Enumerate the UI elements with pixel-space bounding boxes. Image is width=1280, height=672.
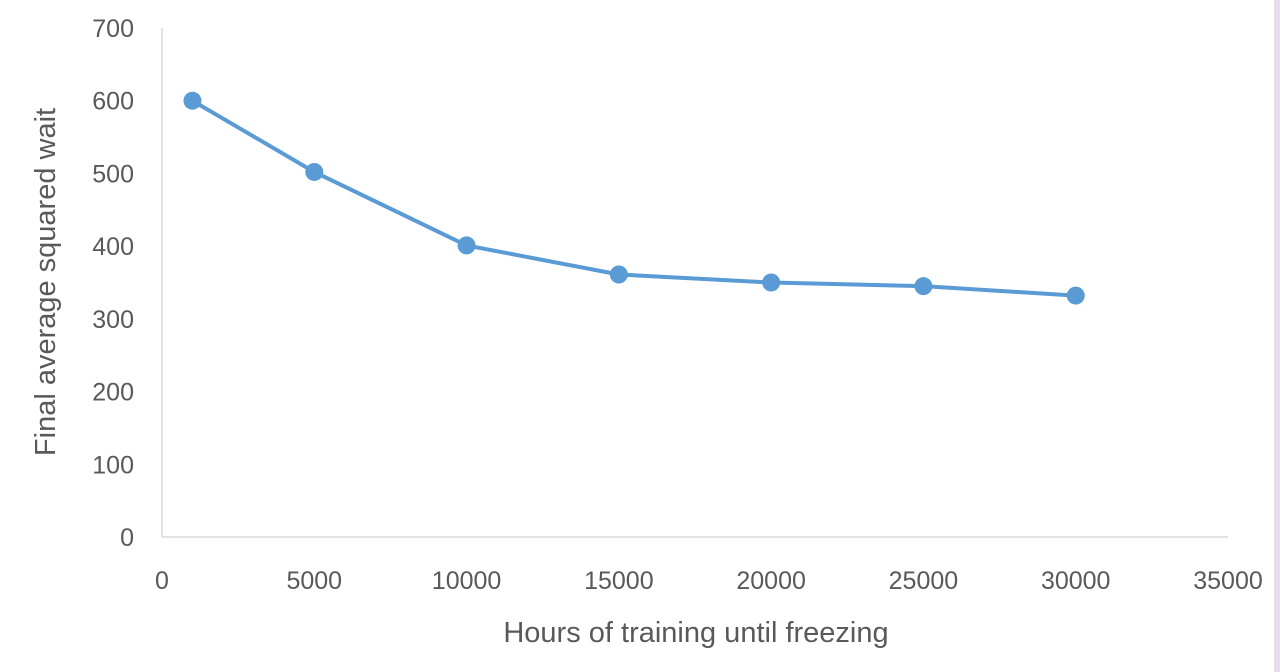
axes	[161, 28, 1228, 538]
tick-labels: 0 100 200 300 400 500 600 700 0 5000 10000 15000 200…	[92, 15, 1262, 595]
y-tick-label: 400	[92, 233, 134, 261]
data-point	[305, 162, 324, 181]
x-axis-title: Hours of training until freezing	[503, 617, 888, 649]
y-tick-label: 300	[92, 306, 134, 334]
x-tick-label: 20000	[736, 567, 806, 595]
x-tick-label: 30000	[1041, 567, 1111, 595]
y-tick-label: 500	[92, 160, 134, 188]
x-tick-label: 35000	[1193, 567, 1263, 595]
y-tick-label: 600	[92, 88, 134, 116]
x-tick-label: 25000	[889, 567, 959, 595]
right-edge-border	[1274, 0, 1280, 672]
series-line	[190, 98, 1078, 298]
y-tick-label: 700	[92, 15, 134, 43]
data-point	[609, 265, 628, 284]
x-tick-label: 10000	[432, 567, 502, 595]
x-tick-label: 0	[155, 567, 169, 595]
x-tick-label: 15000	[584, 567, 654, 595]
series	[183, 91, 1085, 305]
data-point	[762, 273, 781, 292]
y-tick-label: 100	[92, 451, 134, 479]
x-tick-label: 5000	[286, 567, 342, 595]
data-point	[457, 236, 476, 255]
data-point	[183, 91, 202, 110]
data-point	[914, 277, 933, 296]
y-tick-label: 0	[120, 524, 134, 552]
y-tick-label: 200	[92, 379, 134, 407]
y-axis-title: Final average squared wait	[30, 108, 62, 456]
data-point	[1066, 286, 1085, 305]
